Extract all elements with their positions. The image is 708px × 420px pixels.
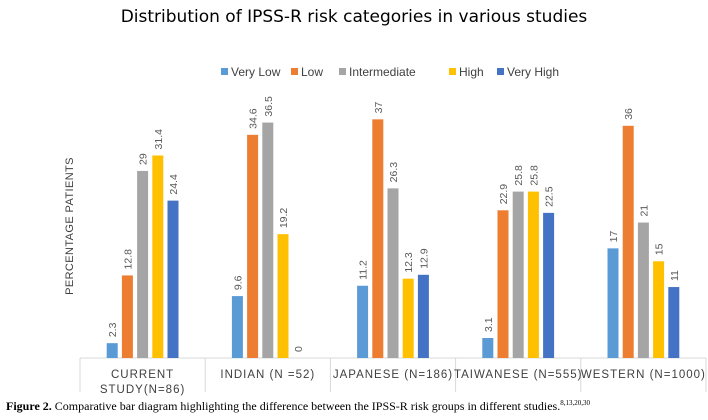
data-label: 19.2 [278,208,290,229]
bar-low-0 [121,275,133,358]
chart-title: Distribution of IPSS-R risk categories i… [121,7,588,27]
data-label: 25.8 [513,165,525,186]
category-label-4: WESTERN (N=1000) [581,369,706,381]
data-label: 25.8 [528,165,540,186]
bar-intermediate-2 [387,188,399,358]
bar-very-low-4 [607,248,619,358]
data-label: 22.5 [544,186,556,207]
data-label: 0 [293,346,305,352]
bar-very-low-2 [357,285,369,358]
figure-caption: Figure 2. Comparative bar diagram highli… [6,399,706,414]
bar-intermediate-0 [137,170,149,358]
data-label: 15 [654,243,666,255]
data-label: 37 [373,102,385,114]
bar-very-low-0 [106,343,118,358]
legend-swatch-1 [291,68,298,75]
data-label: 9.6 [232,275,244,290]
category-label-0: CURRENT [111,369,174,381]
bar-high-3 [527,191,539,358]
legend-swatch-4 [497,68,504,75]
bar-intermediate-1 [262,122,274,358]
data-label: 3.1 [483,317,495,332]
category-label-2: JAPANESE (N=186) [333,369,453,381]
data-label: 11 [669,270,681,281]
bar-high-4 [653,261,665,358]
data-label: 11.2 [358,260,370,280]
bar-high-0 [152,155,164,358]
category-label-0: STUDY(N=86) [100,384,185,396]
bar-low-2 [372,119,384,358]
bar-high-1 [277,234,289,358]
bar-intermediate-4 [637,222,649,358]
bar-very-high-3 [543,212,555,358]
data-label: 22.9 [498,184,510,205]
bar-very-low-3 [482,338,494,358]
data-label: 2.3 [107,322,119,337]
data-label: 17 [608,231,620,243]
data-label: 29 [138,153,150,165]
bar-intermediate-3 [512,191,524,358]
legend-label-0: Very Low [231,65,281,79]
bar-chart: Distribution of IPSS-R risk categories i… [64,7,707,396]
bar-low-3 [497,210,509,358]
data-label: 26.3 [388,162,400,183]
bar-low-4 [622,125,634,358]
bar-very-low-1 [231,296,243,358]
data-label: 24.4 [168,174,180,195]
data-label: 36.5 [263,96,275,117]
bar-very-high-0 [167,200,179,358]
legend-label-3: High [459,65,484,79]
y-axis-label: PERCENTAGE PATIENTS [64,157,76,295]
data-label: 12.9 [418,248,430,269]
bar-very-high-4 [668,287,680,358]
legend-label-1: Low [301,65,323,79]
legend-label-4: Very High [507,65,559,79]
caption-label: Figure 2. [6,399,52,413]
data-label: 31.4 [153,129,165,150]
data-label: 12.8 [122,249,134,270]
category-label-1: INDIAN (N =52) [220,369,315,381]
data-label: 36 [623,108,635,120]
data-label: 21 [638,205,650,217]
legend-swatch-3 [449,68,456,75]
caption-refs: 8,13,20,30 [560,399,590,407]
legend-swatch-2 [339,68,346,75]
legend-label-2: Intermediate [349,65,416,79]
category-label-3: TAIWANESE (N=555) [454,369,583,381]
data-label: 12.3 [403,252,415,273]
bar-very-high-2 [417,274,429,358]
bar-low-1 [247,134,259,358]
data-label: 34.6 [248,108,260,129]
legend-swatch-0 [221,68,228,75]
caption-text: Comparative bar diagram highlighting the… [51,399,561,413]
bar-high-2 [402,278,414,358]
chart-area: Distribution of IPSS-R risk categories i… [64,7,707,396]
